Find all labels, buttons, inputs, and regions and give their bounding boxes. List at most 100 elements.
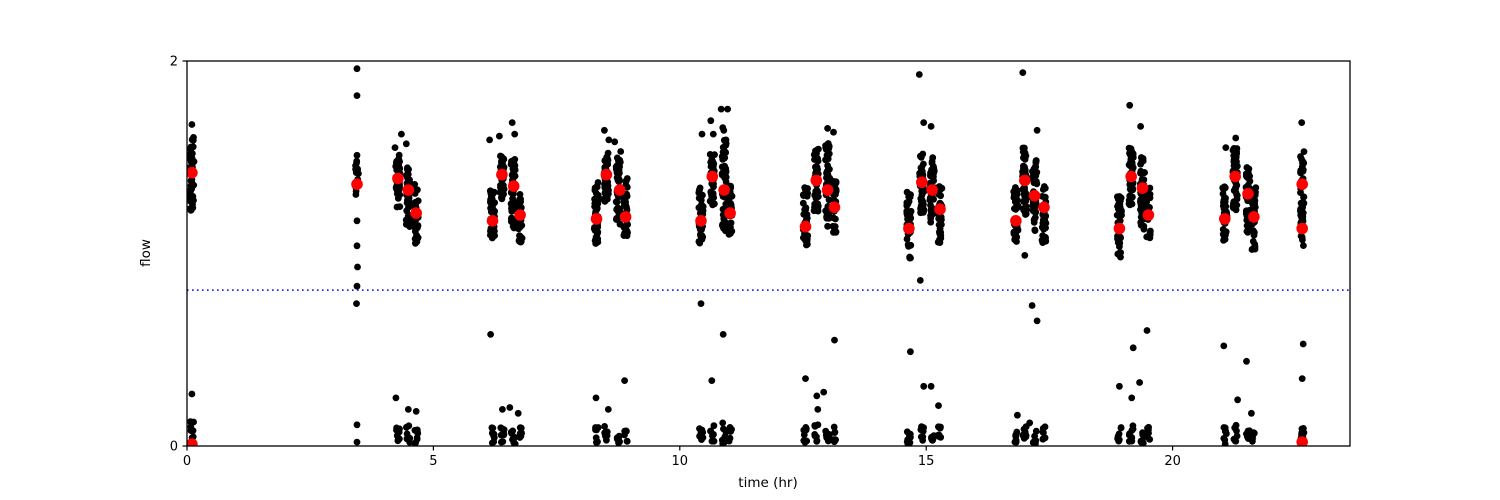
sample-point: [1220, 197, 1228, 204]
mean-point: [187, 166, 198, 179]
sample-point: [920, 119, 928, 126]
sample-point: [1230, 204, 1237, 212]
sample-point: [593, 205, 601, 213]
mean-point: [1028, 190, 1041, 202]
sample-point: [1220, 342, 1228, 350]
sample-point: [831, 428, 839, 436]
mean-point: [926, 184, 938, 196]
mean-point: [828, 201, 841, 214]
mean-point: [718, 184, 730, 196]
sample-point: [930, 167, 938, 175]
sample-point: [803, 437, 811, 445]
sample-point: [1126, 181, 1134, 189]
sample-point: [920, 382, 928, 390]
sample-point: [410, 220, 418, 228]
sample-point: [353, 438, 361, 446]
sample-point: [725, 437, 733, 445]
sample-point: [189, 137, 197, 144]
mean-point: [916, 176, 928, 189]
sample-point: [726, 424, 734, 432]
sample-point: [510, 435, 517, 443]
sample-point: [1146, 184, 1154, 192]
sample-point: [697, 300, 705, 307]
sample-point: [1116, 208, 1123, 216]
sample-point: [935, 423, 942, 431]
scatter-means: [187, 166, 1308, 446]
sample-point: [392, 394, 400, 402]
sample-point: [824, 222, 831, 230]
sample-point: [825, 196, 833, 204]
sample-point: [832, 215, 839, 223]
x-tick-label: 5: [429, 454, 437, 469]
sample-point: [710, 422, 718, 430]
sample-point: [706, 197, 714, 205]
sample-point: [498, 194, 505, 202]
sample-point: [928, 158, 936, 165]
y-axis-label: flow: [138, 239, 154, 267]
sample-point: [509, 195, 516, 203]
sample-point: [405, 200, 412, 207]
sample-point: [823, 169, 830, 177]
sample-point: [1011, 438, 1019, 446]
sample-point: [591, 227, 599, 234]
mean-point: [1296, 436, 1308, 446]
mean-point: [724, 207, 736, 219]
sample-point: [722, 170, 729, 178]
mean-point: [187, 438, 198, 446]
sample-point: [395, 428, 403, 436]
sample-point: [396, 158, 403, 165]
sample-point: [1021, 184, 1028, 192]
sample-point: [1248, 409, 1255, 417]
sample-point: [404, 171, 412, 178]
sample-point: [903, 199, 911, 207]
sample-point: [601, 429, 609, 437]
sample-point: [725, 198, 732, 205]
mean-point: [1136, 182, 1149, 194]
sample-point: [488, 429, 496, 437]
sample-point: [802, 426, 810, 434]
sample-point: [509, 206, 516, 213]
sample-point: [1033, 126, 1041, 134]
sample-point: [927, 214, 935, 222]
sample-point: [1033, 317, 1041, 325]
sample-point: [412, 408, 420, 415]
sample-point: [1232, 184, 1240, 191]
sample-point: [1041, 193, 1049, 201]
sample-point: [814, 406, 822, 413]
sample-point: [829, 222, 837, 230]
sample-point: [406, 178, 413, 186]
sample-point: [1011, 236, 1019, 244]
mean-point: [600, 168, 613, 181]
sample-point: [1297, 232, 1305, 240]
mean-point: [1219, 213, 1231, 225]
sample-point: [353, 242, 361, 250]
sample-point: [1229, 147, 1237, 154]
sample-point: [1019, 69, 1027, 76]
sample-point: [1298, 375, 1306, 382]
mean-point: [1010, 215, 1022, 227]
sample-point: [1144, 434, 1152, 441]
sample-point: [903, 207, 911, 215]
sample-point: [1039, 425, 1047, 432]
sample-point: [697, 232, 704, 240]
sample-point: [1243, 164, 1251, 171]
sample-point: [517, 238, 525, 246]
sample-point: [1137, 167, 1145, 175]
sample-point: [517, 424, 525, 432]
sample-point: [1022, 203, 1030, 211]
sample-point: [820, 388, 828, 396]
sample-point: [1249, 431, 1257, 439]
sample-point: [710, 183, 717, 191]
sample-point: [699, 207, 707, 215]
sample-point: [605, 186, 612, 194]
sample-point: [1140, 222, 1148, 230]
sample-point: [1251, 202, 1258, 210]
sample-point: [710, 437, 718, 445]
sample-point: [1138, 157, 1146, 165]
sample-point: [353, 159, 360, 167]
sample-point: [190, 418, 198, 426]
sample-point: [615, 166, 623, 174]
sample-point: [935, 221, 943, 229]
